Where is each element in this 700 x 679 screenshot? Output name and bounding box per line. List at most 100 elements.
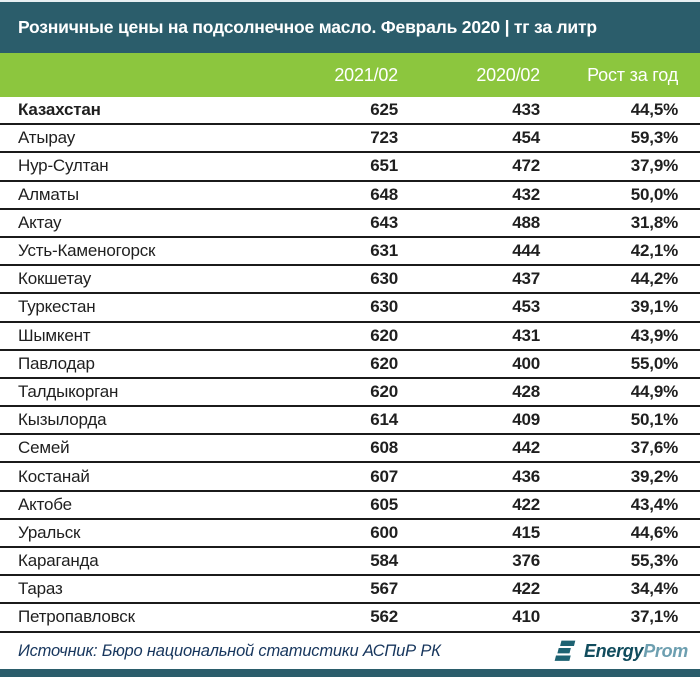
table-row: Кызылорда 614 409 50,1%	[0, 407, 700, 436]
value-cell: 42,1%	[630, 241, 678, 261]
value-cell: 409	[512, 410, 540, 430]
value-cell: 614	[370, 410, 398, 430]
value-cell: 723	[370, 128, 398, 148]
source-text: Источник: Бюро национальной статистики А…	[18, 641, 441, 660]
column-header-2021-02: 2021/02	[334, 64, 398, 85]
value-cell: 422	[512, 579, 540, 599]
value-cell: 410	[512, 607, 540, 627]
value-cell: 620	[370, 325, 398, 345]
bottom-accent-bar	[0, 669, 700, 677]
value-cell: 44,5%	[630, 100, 678, 120]
value-cell: 37,9%	[630, 156, 678, 176]
value-cell: 50,0%	[630, 184, 678, 204]
value-cell: 643	[370, 212, 398, 232]
table-row: Талдыкорган 620 428 44,9%	[0, 379, 700, 408]
region-cell: Семей	[18, 438, 70, 458]
value-cell: 605	[370, 494, 398, 514]
column-header-2020-02: 2020/02	[476, 64, 540, 85]
region-cell: Актау	[18, 212, 62, 232]
bottom-gap	[0, 677, 700, 679]
energyprom-logo: EnergyProm	[553, 639, 688, 663]
value-cell: 433	[512, 100, 540, 120]
value-cell: 55,0%	[630, 353, 678, 373]
value-cell: 428	[512, 381, 540, 401]
table-row: Петропавловск 562 410 37,1%	[0, 604, 700, 633]
region-cell: Костанай	[18, 466, 90, 486]
value-cell: 630	[370, 297, 398, 317]
value-cell: 376	[512, 551, 540, 571]
value-cell: 607	[370, 466, 398, 486]
table-row: Алматы 648 432 50,0%	[0, 182, 700, 210]
region-cell: Казахстан	[18, 100, 101, 120]
value-cell: 31,8%	[630, 212, 678, 232]
region-cell: Петропавловск	[18, 607, 135, 627]
energyprom-logo-icon	[553, 639, 579, 663]
value-cell: 648	[370, 184, 398, 204]
column-header-row: 2021/02 2020/02 Рост за год	[0, 53, 700, 97]
value-cell: 620	[370, 381, 398, 401]
value-cell: 400	[512, 353, 540, 373]
page-title: Розничные цены на подсолнечное масло. Фе…	[18, 17, 597, 37]
column-header-growth: Рост за год	[587, 64, 678, 85]
value-cell: 453	[512, 297, 540, 317]
value-cell: 651	[370, 156, 398, 176]
region-cell: Алматы	[18, 184, 79, 204]
region-cell: Кокшетау	[18, 269, 92, 289]
value-cell: 43,4%	[630, 494, 678, 514]
value-cell: 44,2%	[630, 269, 678, 289]
table-row: Тараз 567 422 34,4%	[0, 576, 700, 605]
value-cell: 630	[370, 269, 398, 289]
region-cell: Нур-Султан	[18, 156, 109, 176]
table-row: Шымкент 620 431 43,9%	[0, 323, 700, 351]
value-cell: 432	[512, 184, 540, 204]
table-row: Кокшетау 630 437 44,2%	[0, 266, 700, 295]
region-cell: Атырау	[18, 128, 75, 148]
table-row: Костанай 607 436 39,2%	[0, 463, 700, 492]
region-cell: Тараз	[18, 579, 63, 599]
value-cell: 415	[512, 522, 540, 542]
table-row: Казахстан 625 433 44,5%	[0, 97, 700, 126]
region-cell: Караганда	[18, 551, 99, 571]
value-cell: 34,4%	[630, 579, 678, 599]
value-cell: 37,6%	[630, 438, 678, 458]
value-cell: 442	[512, 438, 540, 458]
value-cell: 437	[512, 269, 540, 289]
value-cell: 44,9%	[630, 381, 678, 401]
table-row: Туркестан 630 453 39,1%	[0, 294, 700, 323]
region-cell: Актобе	[18, 494, 72, 514]
value-cell: 584	[370, 551, 398, 571]
value-cell: 444	[512, 241, 540, 261]
value-cell: 620	[370, 353, 398, 373]
value-cell: 43,9%	[630, 325, 678, 345]
value-cell: 37,1%	[630, 607, 678, 627]
title-bar: Розничные цены на подсолнечное масло. Фе…	[0, 2, 700, 53]
value-cell: 39,2%	[630, 466, 678, 486]
region-cell: Талдыкорган	[18, 381, 119, 401]
table-row: Атырау 723 454 59,3%	[0, 125, 700, 154]
table-row: Актау 643 488 31,8%	[0, 210, 700, 238]
value-cell: 436	[512, 466, 540, 486]
value-cell: 44,6%	[630, 522, 678, 542]
value-cell: 600	[370, 522, 398, 542]
value-cell: 631	[370, 241, 398, 261]
table-row: Караганда 584 376 55,3%	[0, 548, 700, 577]
table-row: Усть-Каменогорск 631 444 42,1%	[0, 238, 700, 267]
value-cell: 50,1%	[630, 410, 678, 430]
value-cell: 59,3%	[630, 128, 678, 148]
value-cell: 608	[370, 438, 398, 458]
value-cell: 39,1%	[630, 297, 678, 317]
region-cell: Шымкент	[18, 325, 91, 345]
table-row: Нур-Султан 651 472 37,9%	[0, 153, 700, 182]
value-cell: 488	[512, 212, 540, 232]
region-cell: Кызылорда	[18, 410, 107, 430]
energyprom-logo-text: EnergyProm	[584, 641, 688, 662]
logo-text-secondary: Prom	[643, 640, 688, 661]
footer: Источник: Бюро национальной статистики А…	[0, 633, 700, 669]
value-cell: 472	[512, 156, 540, 176]
region-cell: Уральск	[18, 522, 81, 542]
value-cell: 562	[370, 607, 398, 627]
region-cell: Туркестан	[18, 297, 96, 317]
value-cell: 567	[370, 579, 398, 599]
table-row: Уральск 600 415 44,6%	[0, 520, 700, 548]
